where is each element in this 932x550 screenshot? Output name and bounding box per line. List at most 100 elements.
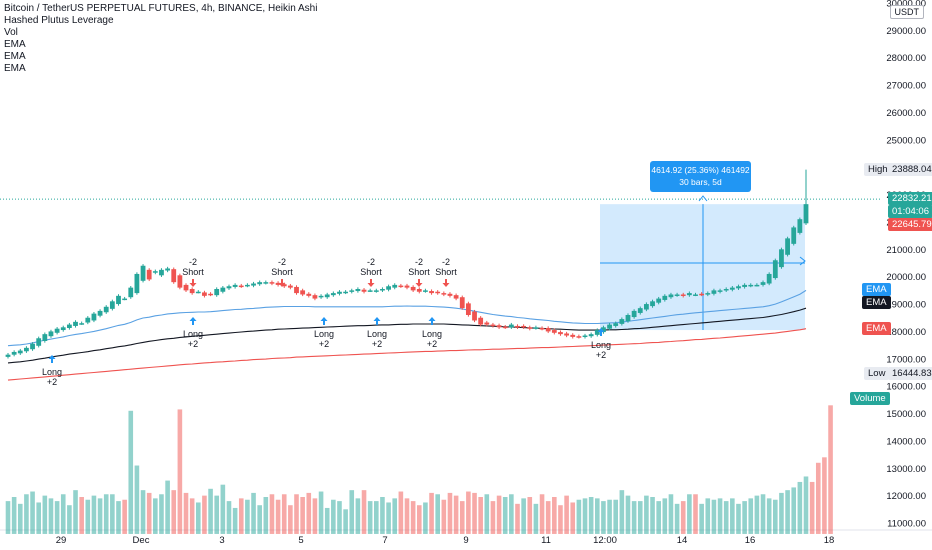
symbol-title[interactable]: Bitcoin / TetherUS PERPETUAL FUTURES, 4h… bbox=[4, 3, 318, 14]
candle-body bbox=[17, 350, 23, 354]
volume-bar bbox=[674, 503, 680, 534]
candle-body bbox=[330, 293, 336, 296]
candle-body bbox=[208, 293, 213, 296]
candle-body bbox=[508, 324, 514, 328]
candle-body bbox=[109, 301, 115, 309]
volume-bar bbox=[343, 509, 348, 534]
candle-body bbox=[60, 327, 66, 331]
volume-bar bbox=[208, 488, 213, 534]
price-tick-label: 17000.00 bbox=[886, 354, 926, 365]
candle-body bbox=[324, 294, 330, 298]
ema-fast-line bbox=[7, 289, 807, 347]
indicator-ema-1[interactable]: EMA bbox=[4, 39, 26, 50]
candle-body bbox=[558, 332, 563, 335]
candle-body bbox=[742, 284, 748, 287]
time-tick-label: 9 bbox=[463, 535, 468, 546]
price-tick-label: 15000.00 bbox=[886, 409, 926, 420]
volume-bar bbox=[631, 501, 637, 534]
volume-bar bbox=[822, 457, 827, 534]
volume-bar bbox=[91, 495, 97, 534]
candle-body bbox=[73, 321, 78, 326]
volume-bar bbox=[331, 499, 336, 534]
volume-bar bbox=[509, 494, 514, 534]
volume-bar bbox=[730, 498, 735, 534]
candle-body bbox=[24, 347, 29, 352]
volume-bar bbox=[613, 499, 619, 534]
chart-legend: Bitcoin / TetherUS PERPETUAL FUTURES, 4h… bbox=[4, 3, 317, 75]
long-signal-label: Long bbox=[183, 329, 203, 339]
indicator-ema-3[interactable]: EMA bbox=[4, 63, 26, 74]
candle-body bbox=[54, 328, 60, 333]
candle-body bbox=[594, 330, 600, 335]
candle-body bbox=[631, 310, 637, 318]
volume-bar bbox=[779, 492, 784, 534]
long-signal-label: Long bbox=[314, 329, 334, 339]
candle-body bbox=[171, 269, 177, 283]
candle-body bbox=[386, 286, 391, 290]
volume-bar bbox=[263, 497, 269, 534]
candle-body bbox=[287, 285, 293, 288]
volume-bar bbox=[453, 495, 459, 534]
volume-bar bbox=[134, 465, 140, 534]
volume-bar bbox=[374, 501, 379, 534]
price-tick-label: 12000.00 bbox=[886, 491, 926, 502]
volume-bar bbox=[202, 495, 207, 534]
volume-bar bbox=[490, 501, 496, 534]
time-tick-label: Dec bbox=[133, 535, 150, 546]
candle-body bbox=[478, 317, 484, 325]
volume-bar bbox=[429, 492, 434, 534]
long-signal-label: Long bbox=[591, 340, 611, 350]
candle-body bbox=[140, 265, 146, 281]
candle-body bbox=[122, 298, 128, 301]
candle-body bbox=[686, 293, 692, 296]
candle-body bbox=[502, 326, 508, 329]
candle-body bbox=[30, 343, 35, 350]
candle-body bbox=[429, 291, 434, 294]
volume-bar bbox=[171, 490, 177, 534]
volume-bar bbox=[312, 498, 318, 534]
volume-bar bbox=[545, 501, 551, 534]
candle-body bbox=[195, 291, 201, 294]
candle-body bbox=[601, 327, 606, 333]
short-signal-amount: -2 bbox=[189, 257, 197, 267]
candle-body bbox=[416, 289, 422, 292]
volume-bar bbox=[478, 497, 483, 534]
price-tick-label: 16000.00 bbox=[886, 382, 926, 393]
volume-bar bbox=[128, 410, 134, 534]
indicator-ema-2[interactable]: EMA bbox=[4, 51, 26, 62]
candle-body bbox=[644, 304, 649, 310]
candle-body bbox=[42, 334, 48, 341]
time-tick-label: 16 bbox=[745, 535, 756, 546]
candle-body bbox=[146, 269, 152, 280]
price-tick-label: 30000.00 bbox=[886, 0, 926, 10]
long-signal-label: Long bbox=[42, 367, 62, 377]
volume-bar bbox=[650, 497, 655, 534]
price-tick-label: 19000.00 bbox=[886, 300, 926, 311]
volume-bar bbox=[803, 476, 809, 534]
candle-body bbox=[380, 289, 385, 291]
indicator-plutus[interactable]: Hashed Plutus Leverage bbox=[4, 15, 114, 26]
short-signal-amount: -2 bbox=[442, 257, 450, 267]
candle-body bbox=[662, 295, 668, 300]
candle-body bbox=[441, 293, 447, 295]
volume-bar bbox=[797, 481, 803, 534]
volume-bar bbox=[496, 495, 502, 534]
candle-body bbox=[238, 285, 244, 288]
candle-body bbox=[245, 284, 250, 287]
indicator-vol[interactable]: Vol bbox=[4, 27, 18, 38]
volume-bar bbox=[441, 499, 447, 534]
candle-body bbox=[484, 322, 490, 325]
volume-bar bbox=[533, 503, 539, 534]
candle-body bbox=[668, 294, 674, 298]
volume-bar bbox=[195, 502, 201, 534]
time-tick-label: 5 bbox=[298, 535, 303, 546]
volume-bar bbox=[146, 492, 152, 534]
currency-label[interactable]: USDT bbox=[889, 5, 924, 19]
low-label: Low bbox=[864, 367, 890, 380]
short-arrow-icon bbox=[442, 279, 450, 287]
volume-bar bbox=[232, 507, 238, 534]
volume-bar bbox=[607, 499, 612, 534]
volume-bar bbox=[693, 494, 698, 534]
candle-body bbox=[404, 285, 410, 288]
